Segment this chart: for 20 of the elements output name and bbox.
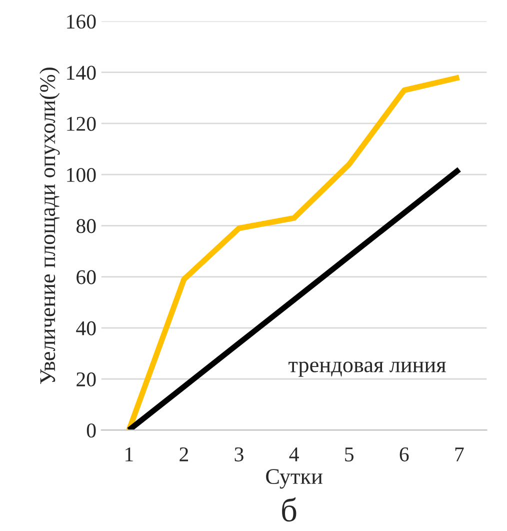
x-tick-label: 4 <box>289 448 299 462</box>
x-tick-label: 5 <box>345 448 354 462</box>
text: б <box>282 497 296 522</box>
y-tick-label: 120 <box>67 116 96 131</box>
x-tick-label: 7 <box>455 448 464 462</box>
annotation: трендовая линия <box>288 362 446 377</box>
x-axis-title: Сутки <box>266 469 322 489</box>
x-tick-label: 3 <box>234 447 244 462</box>
y-tick-label: 80 <box>76 219 96 234</box>
y-tick-label: 60 <box>76 270 96 284</box>
y-tick-label: 140 <box>67 66 96 80</box>
y-tick-label: 100 <box>67 168 96 182</box>
y-tick-label: 20 <box>76 372 96 386</box>
y-tick-label: 0 <box>86 423 96 438</box>
y-tick-label: 160 <box>67 14 96 29</box>
x-tick-label: 1 <box>126 447 133 462</box>
y-axis-title: Увеличение площади опухоли(%) <box>40 68 60 384</box>
x-tick-label: 2 <box>180 447 188 462</box>
y-tick-label: 40 <box>76 321 96 336</box>
x-tick-label: 6 <box>400 447 409 462</box>
